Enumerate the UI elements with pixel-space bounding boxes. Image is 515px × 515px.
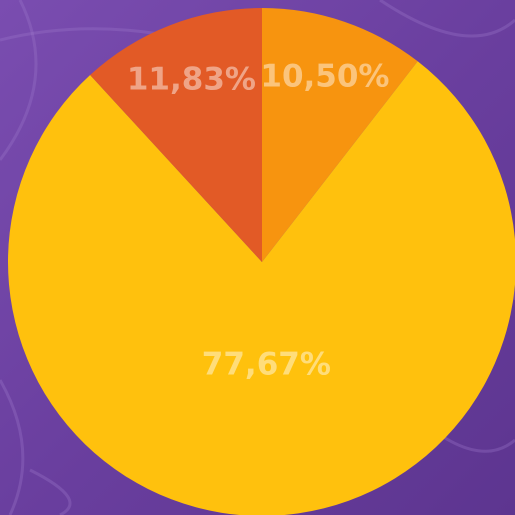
pie-slice: [262, 8, 418, 262]
pie: [8, 8, 515, 515]
value-label: 11,83%: [127, 61, 256, 97]
pie-slice: [90, 8, 262, 262]
labels: 10,50% 77,67% 11,83%: [127, 59, 390, 383]
value-label: 77,67%: [202, 347, 331, 383]
pie-slice: [8, 61, 515, 515]
value-label: 10,50%: [260, 59, 389, 95]
